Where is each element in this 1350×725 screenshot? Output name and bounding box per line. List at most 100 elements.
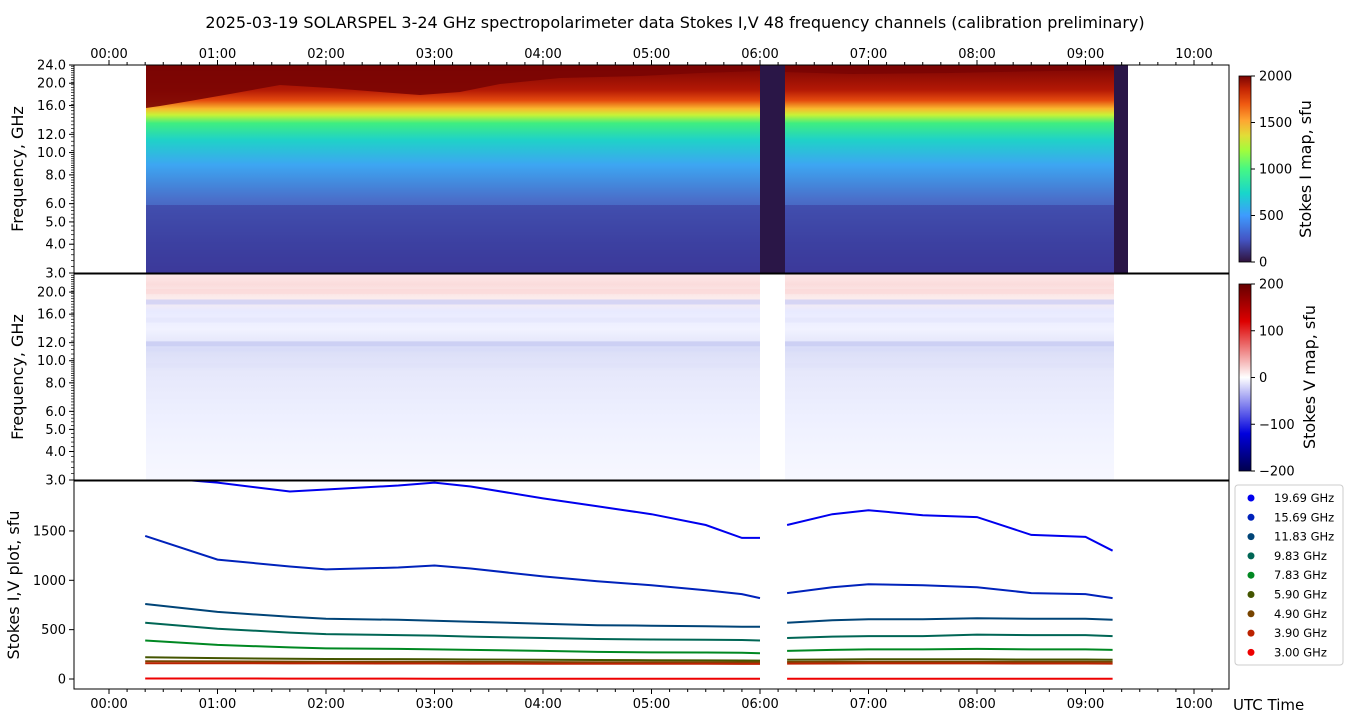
bottom-time-tick-label: 03:00 xyxy=(416,697,453,712)
top-time-axis: 00:00 01:00 02:00 03:00 04:00 05:00 06:00 07:00… xyxy=(90,47,1213,65)
stokes-i-saturation-band-right xyxy=(785,65,1114,74)
legend-entry: 11.83 GHz xyxy=(1274,530,1334,544)
freq-tick-label: 20.0 xyxy=(37,77,66,92)
time-axis-label: UTC Time xyxy=(1233,696,1304,714)
stokes-i-saturation-band xyxy=(146,65,760,108)
top-time-tick-label: 03:00 xyxy=(416,47,453,62)
stokes-i-colorbar-ticks: 0 500 1000 1500 2000 xyxy=(1251,70,1292,271)
bottom-time-tick-label: 00:00 xyxy=(90,697,127,712)
stokes-i-gap-2 xyxy=(1114,65,1128,273)
stokes-i-colorbar-label: Stokes I map, sfu xyxy=(1296,100,1315,238)
legend-entry: 3.00 GHz xyxy=(1274,645,1327,659)
stokes-v-panel: 3.0 4.0 5.0 6.0 8.0 10.0 12.0 16.0 20.0 Frequenc… xyxy=(8,273,1319,489)
top-time-tick-label: 07:00 xyxy=(850,47,887,62)
series-line-pre-gap xyxy=(145,660,760,664)
series-line-pre-gap xyxy=(145,621,761,642)
stokes-plot-yaxis: 0 500 1000 1500 xyxy=(33,524,74,688)
legend-dot xyxy=(1247,552,1255,560)
freq-tick-label: 4.0 xyxy=(45,238,66,253)
series-line-post-gap xyxy=(786,583,1113,600)
bottom-time-tick-label: 02:00 xyxy=(307,697,344,712)
legend-dot xyxy=(1247,571,1255,579)
series-line-pre-gap xyxy=(145,603,760,628)
top-time-tick-label: 08:00 xyxy=(958,47,995,62)
stokes-v-colorbar-ticks: −200 −100 0 100 200 xyxy=(1251,278,1295,480)
colorbar-tick-label: 500 xyxy=(1259,209,1284,224)
freq-tick-label: 5.0 xyxy=(45,423,66,438)
series-line-post-gap xyxy=(787,647,1113,652)
plot-y-tick-label: 500 xyxy=(41,623,66,638)
freq-tick-label: 3.0 xyxy=(45,474,66,489)
freq-tick-label: 16.0 xyxy=(37,308,66,323)
stokes-i-gap-1 xyxy=(760,65,785,273)
stokes-i-yaxis: 3.0 4.0 5.0 6.0 8.0 10.0 12.0 16.0 20.0 24.0 xyxy=(37,59,74,282)
stokes-plot-panel: 0 500 1000 1500 Stokes I,V plot, sfu 19.69 … xyxy=(4,480,1344,690)
stokes-v-yaxis: 3.0 4.0 5.0 6.0 8.0 10.0 12.0 16.0 20.0 xyxy=(37,274,74,489)
freq-tick-label: 12.0 xyxy=(37,128,66,143)
stokes-plot-legend: 19.69 GHz 15.69 GHz 11.83 GHz 9.83 GHz 7.83 … xyxy=(1234,484,1344,666)
legend-entry: 15.69 GHz xyxy=(1274,510,1334,524)
stokes-v-colorbar-label: Stokes V map, sfu xyxy=(1300,305,1319,449)
plot-y-tick-label: 1000 xyxy=(33,574,66,589)
bottom-time-axis: 00:00 01:00 02:00 03:00 04:00 05:00 06:00 07:00… xyxy=(90,689,1213,712)
colorbar-tick-label: 200 xyxy=(1259,278,1284,293)
stokes-v-colorbar xyxy=(1238,283,1252,472)
bottom-time-tick-label: 07:00 xyxy=(850,697,887,712)
colorbar-tick-label: 2000 xyxy=(1259,70,1292,85)
top-time-tick-label: 10:00 xyxy=(1175,47,1212,62)
stokes-v-gap-1 xyxy=(760,274,785,480)
freq-tick-label: 6.0 xyxy=(45,197,66,212)
stokes-v-stripe xyxy=(146,289,1114,295)
stokes-v-stripe xyxy=(146,346,1114,352)
freq-tick-label: 20.0 xyxy=(37,286,66,301)
colorbar-tick-label: −200 xyxy=(1259,465,1295,480)
bottom-time-tick-label: 08:00 xyxy=(958,697,995,712)
legend-dot xyxy=(1247,494,1255,502)
top-time-tick-label: 09:00 xyxy=(1067,47,1104,62)
top-time-tick-label: 04:00 xyxy=(524,47,561,62)
series-line-pre-gap xyxy=(185,481,760,539)
legend-dot xyxy=(1247,513,1255,521)
stokes-plot-series xyxy=(144,481,1114,680)
freq-tick-label: 3.0 xyxy=(45,267,66,282)
freq-tick-label: 12.0 xyxy=(37,336,66,351)
freq-tick-label: 10.0 xyxy=(37,146,66,161)
stokes-i-ylabel: Frequency, GHz xyxy=(8,106,27,232)
bottom-time-tick-label: 09:00 xyxy=(1067,697,1104,712)
legend-entry: 9.83 GHz xyxy=(1274,549,1327,563)
freq-tick-label: 8.0 xyxy=(45,168,66,183)
colorbar-tick-label: 1000 xyxy=(1259,163,1292,178)
stokes-v-stripe xyxy=(146,341,1114,347)
bottom-time-tick-label: 04:00 xyxy=(524,697,561,712)
stokes-i-colorbar xyxy=(1238,75,1252,263)
stokes-v-map xyxy=(146,274,1114,480)
colorbar-tick-label: −100 xyxy=(1259,418,1295,433)
plot-y-tick-label: 0 xyxy=(58,673,66,688)
stokes-i-low-band xyxy=(146,205,1114,273)
freq-tick-label: 6.0 xyxy=(45,405,66,420)
legend-dot xyxy=(1247,629,1255,637)
plot-y-tick-label: 1500 xyxy=(33,524,66,539)
series-line-pre-gap xyxy=(144,534,761,600)
series-line-post-gap xyxy=(786,509,1114,552)
stokes-v-stripe xyxy=(146,362,1114,368)
series-line-pre-gap xyxy=(145,662,760,665)
legend-entry: 5.90 GHz xyxy=(1274,588,1327,602)
legend-entry: 19.69 GHz xyxy=(1274,491,1334,505)
freq-tick-label: 5.0 xyxy=(45,215,66,230)
colorbar-tick-label: 0 xyxy=(1259,371,1267,386)
top-time-tick-label: 06:00 xyxy=(741,47,778,62)
stokes-v-stripe xyxy=(146,317,1114,323)
top-time-tick-label: 05:00 xyxy=(633,47,670,62)
stokes-v-stripes xyxy=(146,289,1114,368)
bottom-time-tick-label: 10:00 xyxy=(1175,697,1212,712)
series-line-post-gap xyxy=(787,658,1113,661)
bottom-time-tick-label: 05:00 xyxy=(633,697,670,712)
colorbar-tick-label: 0 xyxy=(1259,256,1267,271)
series-line-pre-gap xyxy=(145,639,761,655)
legend-dot xyxy=(1247,648,1255,656)
freq-tick-label: 4.0 xyxy=(45,445,66,460)
colorbar-tick-label: 100 xyxy=(1259,324,1284,339)
stokes-i-panel: 3.0 4.0 5.0 6.0 8.0 10.0 12.0 16.0 20.0 24.0 Freq… xyxy=(8,59,1315,282)
